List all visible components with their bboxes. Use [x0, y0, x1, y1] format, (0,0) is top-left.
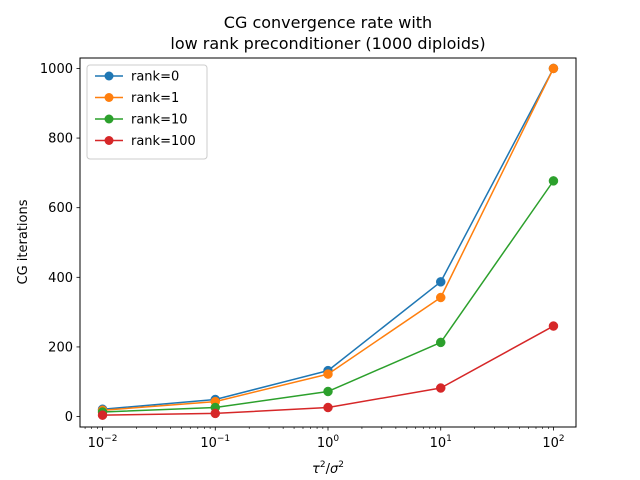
data-point — [548, 321, 559, 331]
x-axis-label-slash: / — [326, 462, 331, 477]
legend-marker — [104, 71, 114, 81]
data-point — [97, 410, 108, 420]
data-point — [435, 292, 446, 303]
x-tick-label: 100 — [317, 434, 340, 451]
y-tick-label: 0 — [65, 410, 73, 425]
y-tick-label: 1000 — [40, 62, 73, 77]
legend-marker — [104, 136, 114, 145]
y-tick-label: 600 — [48, 201, 73, 216]
plot-area: 10−2 10−1 100 101 102 0 200 400 600 800 1000 — [40, 57, 577, 451]
x-axis-label-sup2: 2 — [338, 460, 344, 470]
x-axis-label: τ2/σ2 — [312, 460, 344, 477]
x-tick-label: 10−1 — [200, 434, 230, 451]
data-point — [435, 383, 446, 393]
legend-box — [86, 64, 208, 160]
x-axis-label-sup1: 2 — [320, 460, 326, 470]
series-rank-100 — [97, 321, 559, 420]
legend-label: rank=10 — [131, 113, 188, 128]
x-tick-label: 10−2 — [88, 434, 118, 451]
chart-title-line2: low rank preconditioner (1000 diploids) — [170, 34, 485, 53]
data-point — [323, 386, 333, 397]
legend-label: rank=0 — [131, 70, 179, 85]
legend-marker — [104, 93, 114, 102]
data-point — [435, 337, 446, 348]
x-axis-label-sigma: σ — [330, 462, 339, 477]
legend-marker — [104, 114, 114, 124]
data-point — [435, 277, 446, 287]
y-tick-label: 400 — [48, 271, 73, 286]
data-point — [548, 63, 559, 74]
legend-label: rank=100 — [131, 134, 196, 149]
x-tick-label: 102 — [542, 434, 564, 451]
legend: rank=0 rank=1 rank=10 rank=100 — [86, 64, 208, 160]
legend-label: rank=1 — [131, 91, 179, 106]
chart-title-line1: CG convergence rate with — [224, 13, 432, 32]
data-point — [548, 176, 559, 186]
x-axis-label-tau: τ — [312, 462, 320, 477]
series-rank-10 — [97, 176, 559, 417]
data-point — [323, 369, 333, 379]
y-tick-label: 800 — [48, 132, 73, 147]
x-tick-label: 101 — [430, 434, 452, 451]
y-tick-label: 200 — [48, 340, 73, 355]
y-axis-label: CG iterations — [16, 199, 31, 284]
data-point — [323, 402, 333, 413]
data-point — [210, 408, 221, 419]
